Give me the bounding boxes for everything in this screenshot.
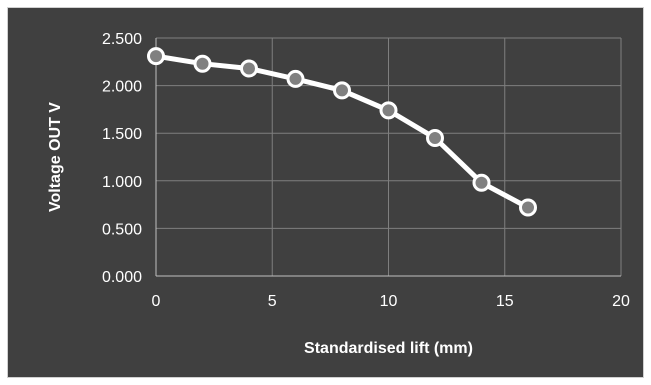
- line-chart: 0.000 0.500 1.000 1.500 2.000 2.500 0 5 10 15 20 S…: [47, 31, 630, 357]
- data-point: [193, 54, 212, 73]
- x-tick-label: 20: [612, 293, 630, 310]
- data-point: [426, 128, 444, 147]
- series-line-path: [153, 53, 531, 210]
- tick-labels: 0.000 0.500 1.000 1.500 2.000 2.500 0 5 10 15 20: [102, 31, 630, 310]
- y-axis-title: Voltage OUT V: [47, 102, 64, 212]
- x-tick-label: 10: [380, 293, 398, 310]
- data-point: [379, 101, 398, 120]
- data-point: [519, 198, 537, 217]
- data-markers: [147, 47, 537, 217]
- series-line: [153, 53, 531, 210]
- y-tick-label: 1.500: [102, 126, 142, 143]
- data-point: [240, 59, 258, 78]
- x-tick-label: 5: [268, 293, 277, 310]
- axes: [155, 38, 621, 277]
- x-tick-label: 0: [152, 293, 161, 310]
- data-point: [333, 81, 351, 100]
- x-tick-label: 15: [496, 293, 514, 310]
- x-axis-title: Standardised lift (mm): [304, 340, 473, 357]
- y-tick-label: 0.000: [102, 269, 142, 286]
- data-point: [147, 47, 165, 66]
- data-point: [472, 173, 491, 192]
- y-tick-label: 0.500: [102, 221, 142, 238]
- y-tick-label: 2.500: [102, 31, 142, 48]
- chart-container: 0.000 0.500 1.000 1.500 2.000 2.500 0 5 10 15 20 S…: [7, 7, 644, 378]
- y-tick-label: 1.000: [102, 174, 142, 191]
- grid-lines: [156, 37, 622, 276]
- data-point: [286, 69, 305, 88]
- y-tick-label: 2.000: [102, 79, 142, 96]
